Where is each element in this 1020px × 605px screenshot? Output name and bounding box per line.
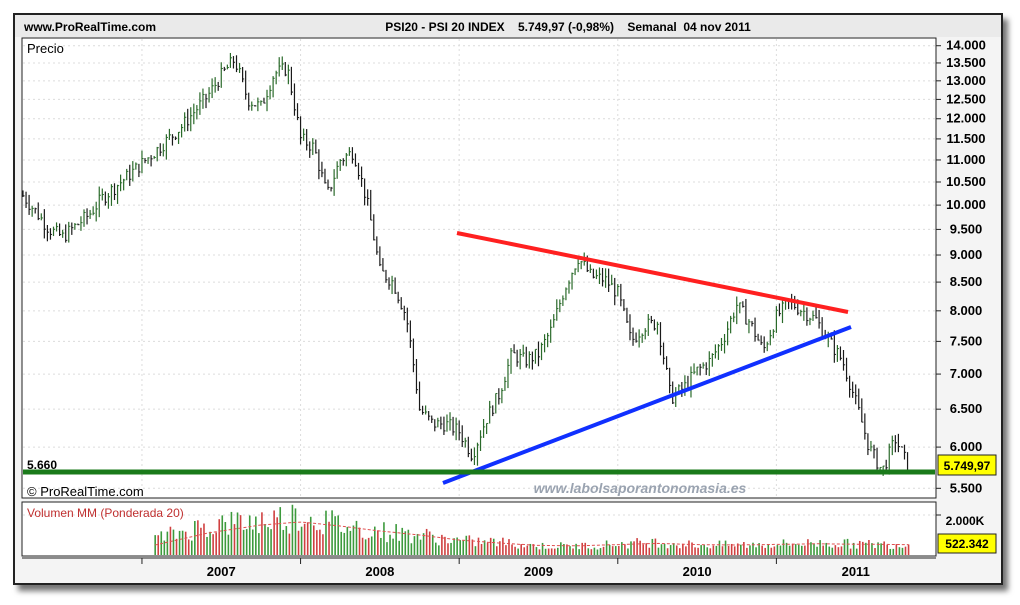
price-tick-label: 13.000 (946, 73, 986, 88)
price-tick-label: 8.500 (950, 274, 983, 289)
volume-panel-label: Volumen MM (Ponderada 20) (27, 506, 184, 520)
time-tick-label: 2009 (524, 564, 553, 579)
time-tick-label: 2007 (207, 564, 236, 579)
header-bar (15, 15, 1001, 37)
price-tick-label: 11.000 (946, 152, 985, 167)
site-name[interactable]: www.ProRealTime.com (23, 20, 156, 34)
support-trendline (442, 325, 852, 485)
price-tick-label: 9.500 (950, 221, 983, 236)
price-tick-label: 6.000 (950, 439, 983, 454)
time-tick-label: 2008 (365, 564, 394, 579)
price-tick-label: 7.000 (950, 366, 983, 381)
watermark-text[interactable]: www.labolsaporantonomasia.es (534, 480, 747, 496)
last-price-value: 5.749,97 (944, 459, 991, 473)
price-tick-label: 11.500 (946, 131, 985, 146)
price-tick-label: 14.000 (946, 38, 986, 53)
price-tick-label: 8.000 (950, 303, 983, 318)
last-volume-badge (937, 533, 997, 554)
volume-tick-label: 2.000K (946, 514, 985, 528)
time-tick-label: 2011 (842, 564, 870, 579)
price-tick-label: 6.500 (950, 401, 983, 416)
price-tick-label: 5.500 (950, 480, 983, 495)
price-series (22, 52, 910, 476)
copyright-text: © ProRealTime.com (27, 484, 144, 499)
last-price-badge (937, 454, 997, 476)
resistance-trendline (456, 231, 849, 314)
time-axis: 2007 2008 2009 2010 2011 (141, 558, 870, 579)
price-tick-label: 13.500 (946, 55, 986, 70)
support-level-label: 5.660 (27, 458, 57, 472)
time-tick-label: 2010 (683, 564, 712, 579)
volume-series (154, 504, 910, 555)
price-tick-label: 7.500 (950, 333, 983, 348)
price-tick-label: 9.000 (950, 247, 983, 262)
instrument-title: PSI20 - PSI 20 INDEX 5.749,97 (-0,98%) S… (385, 20, 751, 34)
price-panel-label: Precio (27, 41, 64, 56)
volume-moving-average-line (155, 521, 909, 547)
price-panel (21, 37, 937, 499)
last-volume-value: 522.342 (945, 537, 989, 551)
price-axis: 14.000 13.500 13.000 12.500 12.000 11.500 11.0… (936, 38, 986, 495)
price-tick-label: 10.500 (946, 174, 986, 189)
price-tick-label: 10.000 (946, 197, 986, 212)
price-tick-label: 12.500 (946, 91, 986, 106)
price-tick-label: 12.000 (946, 111, 986, 126)
